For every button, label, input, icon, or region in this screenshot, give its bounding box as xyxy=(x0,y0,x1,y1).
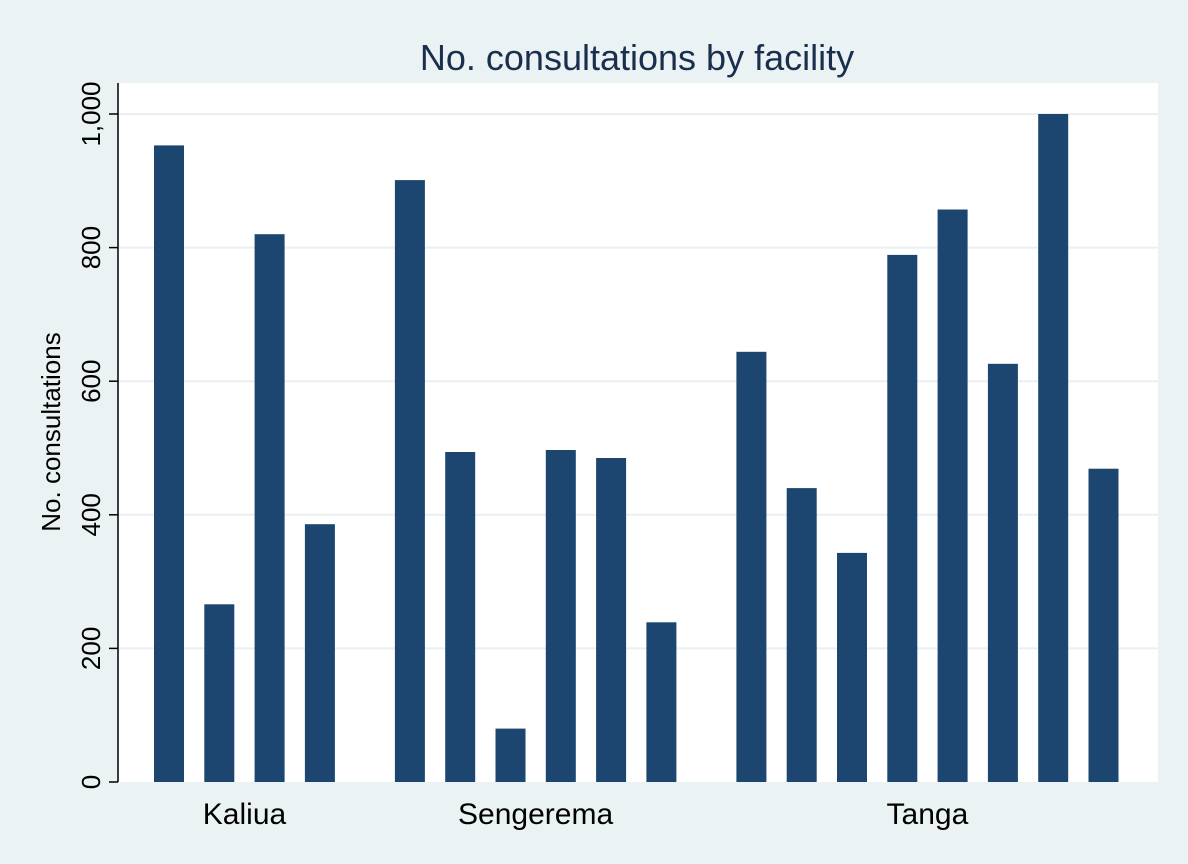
y-tick-label: 1,000 xyxy=(76,81,106,146)
y-tick-label: 0 xyxy=(76,775,106,789)
y-tick-label: 800 xyxy=(76,226,106,269)
bar-kaliua-4 xyxy=(304,524,335,782)
bar-kaliua-1 xyxy=(154,145,184,782)
bar-tanga-3 xyxy=(837,552,867,782)
y-tick-label: 400 xyxy=(76,493,106,536)
group-labels: Kaliua Sengerema Tanga xyxy=(203,798,969,831)
bar-sengerema-3 xyxy=(495,728,526,782)
y-tick-label: 200 xyxy=(76,627,106,670)
bar-tanga-7 xyxy=(1038,114,1069,782)
x-group-label: Kaliua xyxy=(203,798,287,831)
bar-sengerema-4 xyxy=(545,450,576,782)
bar-tanga-4 xyxy=(887,254,918,782)
bar-tanga-1 xyxy=(736,351,767,782)
bar-kaliua-3 xyxy=(254,234,285,782)
bar-sengerema-5 xyxy=(596,458,627,782)
bar-sengerema-6 xyxy=(646,622,677,782)
x-group-label: Sengerema xyxy=(458,798,613,831)
bar-tanga-2 xyxy=(786,488,817,782)
x-group-label: Tanga xyxy=(887,798,969,831)
plot-area xyxy=(118,83,1158,782)
bar-tanga-6 xyxy=(987,363,1018,782)
gridlines xyxy=(118,113,1158,650)
bar-tanga-5 xyxy=(937,209,968,782)
bar-tanga-8 xyxy=(1088,468,1119,782)
bar-sengerema-2 xyxy=(445,452,476,782)
y-ticks: 0 200 400 600 800 1,000 xyxy=(76,81,118,789)
bars xyxy=(154,114,1119,783)
y-tick-label: 600 xyxy=(76,360,106,403)
bar-sengerema-1 xyxy=(394,180,425,783)
chart-title: No. consultations by facility xyxy=(420,37,854,78)
y-axis-label: No. consultations xyxy=(36,332,66,531)
bar-kaliua-2 xyxy=(204,604,235,782)
